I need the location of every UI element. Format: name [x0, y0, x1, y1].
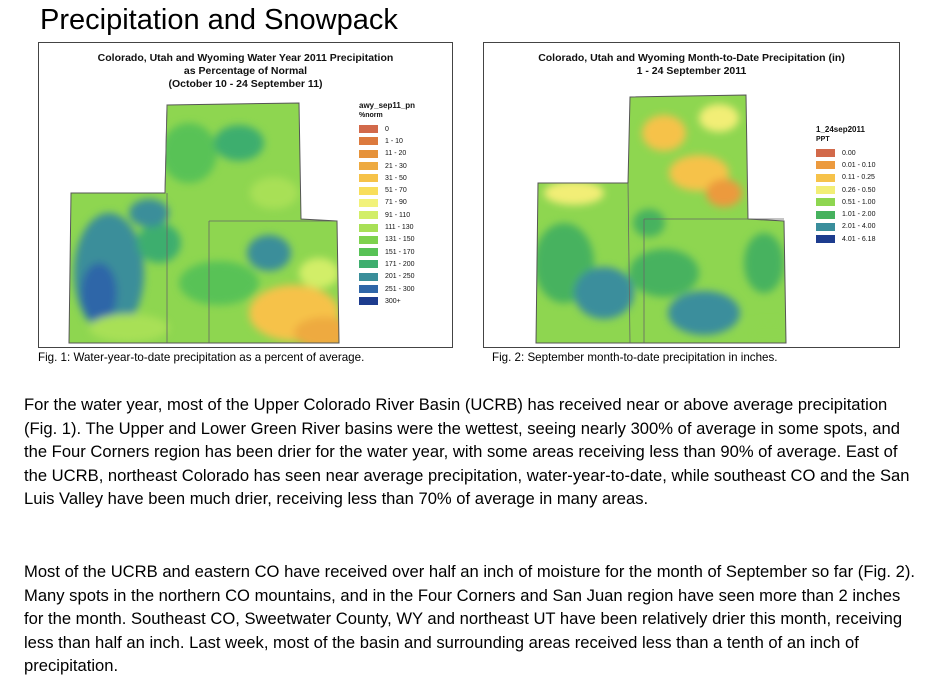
fig1-legend-entry: 111 - 130: [359, 221, 415, 233]
fig2-legend-entry: 1.01 - 2.00: [816, 208, 875, 220]
fig1-legend-label: 1 - 10: [385, 137, 403, 145]
fig2-legend: 1_24sep2011 PPT 0.00 0.01 - 0.10 0.11 - 0.…: [816, 125, 875, 245]
fig1-legend-label: 51 - 70: [385, 187, 407, 195]
slide-title: Precipitation and Snowpack: [40, 4, 398, 36]
paragraph-water-year: For the water year, most of the Upper Co…: [24, 395, 910, 508]
fig2-map-title: Colorado, Utah and Wyoming Month-to-Date…: [484, 52, 899, 78]
fig1-legend-entry: 300+: [359, 295, 415, 307]
fig2-map-panel: Colorado, Utah and Wyoming Month-to-Date…: [483, 42, 900, 348]
fig2-legend-label: 0.01 - 0.10: [842, 161, 876, 169]
fig2-title-line-2: 1 - 24 September 2011: [636, 65, 747, 77]
fig1-legend-entry: 31 - 50: [359, 172, 415, 184]
fig1-legend-label: 251 - 300: [385, 285, 415, 293]
fig1-legend-swatch: [359, 162, 378, 171]
fig1-legend-swatch: [359, 223, 378, 232]
fig2-legend-label: 0.11 - 0.25: [842, 174, 875, 182]
fig1-legend-swatch: [359, 285, 378, 293]
fig2-legend-label: 4.01 - 6.18: [842, 235, 876, 243]
fig2-legend-unit: PPT: [816, 136, 830, 143]
fig2-legend-swatch: [816, 186, 835, 195]
fig2-legend-entry: 0.00: [816, 147, 875, 159]
fig1-legend-swatch: [359, 211, 378, 220]
fig2-legend-swatch: [816, 210, 835, 219]
fig1-title-line-1: Colorado, Utah and Wyoming Water Year 20…: [97, 52, 394, 64]
fig1-legend-label: 31 - 50: [385, 174, 407, 182]
fig2-legend-title: 1_24sep2011: [816, 125, 865, 134]
fig1-legend-entry: 171 - 200: [359, 258, 415, 270]
fig1-legend-swatch: [359, 125, 378, 134]
fig1-legend-entry: 91 - 110: [359, 209, 415, 221]
fig1-legend-swatch: [359, 149, 378, 158]
fig2-legend-label: 2.01 - 4.00: [842, 223, 876, 231]
fig1-legend-unit: %norm: [359, 112, 383, 119]
fig1-legend-entry: 51 - 70: [359, 184, 415, 196]
fig1-legend-title: awy_sep11_pn: [359, 101, 416, 110]
fig1-title-line-2: as Percentage of Normal: [183, 65, 308, 77]
fig1-legend-swatch: [359, 174, 378, 183]
fig2-map-image: [535, 94, 787, 344]
fig1-map-panel: Colorado, Utah and Wyoming Water Year 20…: [38, 42, 453, 348]
fig1-legend-entry: 131 - 150: [359, 234, 415, 246]
fig2-legend-entry: 0.11 - 0.25: [816, 172, 875, 184]
fig1-legend-entry: 201 - 250: [359, 271, 415, 283]
fig2-legend-swatch: [816, 149, 835, 158]
fig1-legend-label: 151 - 170: [385, 248, 415, 256]
fig1-legend-entry: 151 - 170: [359, 246, 415, 258]
paragraph-september: Most of the UCRB and eastern CO have rec…: [24, 562, 915, 675]
fig1-legend-label: 11 - 20: [385, 150, 407, 158]
fig1-legend-entry: 1 - 10: [359, 135, 415, 147]
fig1-legend-label: 111 - 130: [385, 224, 414, 232]
fig2-legend-swatch: [816, 161, 835, 170]
fig1-legend-swatch: [359, 272, 378, 281]
fig1-legend-swatch: [359, 248, 378, 257]
fig1-legend-label: 171 - 200: [385, 260, 415, 268]
fig1-legend-label: 201 - 250: [385, 273, 415, 281]
fig1-legend-swatch: [359, 137, 378, 146]
fig1-caption: Fig. 1: Water-year-to-date precipitation…: [38, 351, 365, 364]
fig1-legend-entry: 251 - 300: [359, 283, 415, 295]
fig1-legend-label: 0: [385, 125, 389, 133]
fig2-legend-swatch: [816, 235, 835, 244]
fig2-legend-label: 1.01 - 2.00: [842, 211, 876, 219]
fig1-map-title: Colorado, Utah and Wyoming Water Year 20…: [39, 52, 452, 91]
fig1-legend-label: 71 - 90: [385, 199, 407, 207]
fig1-legend-swatch: [359, 297, 378, 306]
fig1-legend-label: 21 - 30: [385, 162, 407, 170]
fig1-legend-swatch: [359, 260, 378, 269]
fig1-map-image: [68, 102, 340, 344]
fig1-legend-label: 91 - 110: [385, 211, 411, 219]
fig1-legend-swatch: [359, 186, 378, 195]
fig1-legend-swatch: [359, 235, 378, 244]
fig1-legend: awy_sep11_pn %norm 0 1 - 10 11 - 20 21 - 30…: [359, 101, 415, 307]
fig2-caption: Fig. 2: September month-to-date precipit…: [492, 351, 778, 364]
fig2-legend-entry: 4.01 - 6.18: [816, 233, 875, 245]
fig1-legend-entry: 0: [359, 123, 415, 135]
fig1-legend-entry: 71 - 90: [359, 197, 415, 209]
fig2-title-line-1: Colorado, Utah and Wyoming Month-to-Date…: [538, 52, 845, 64]
fig1-legend-entry: 21 - 30: [359, 160, 415, 172]
fig2-legend-entry: 0.01 - 0.10: [816, 159, 875, 171]
fig2-legend-swatch: [816, 222, 835, 231]
fig1-legend-label: 131 - 150: [385, 236, 415, 244]
fig1-legend-label: 300+: [385, 297, 401, 305]
fig1-legend-swatch: [359, 198, 378, 207]
fig2-legend-entry: 2.01 - 4.00: [816, 221, 875, 233]
fig1-title-line-3: (October 10 - 24 September 11): [168, 78, 323, 90]
fig2-legend-swatch: [816, 198, 835, 207]
fig2-legend-label: 0.26 - 0.50: [842, 186, 876, 194]
fig1-legend-entry: 11 - 20: [359, 148, 415, 160]
fig2-legend-label: 0.00: [842, 149, 856, 157]
fig2-legend-label: 0.51 - 1.00: [842, 198, 876, 206]
fig2-legend-swatch: [816, 173, 835, 182]
fig2-legend-entry: 0.26 - 0.50: [816, 184, 875, 196]
fig2-legend-entry: 0.51 - 1.00: [816, 196, 875, 208]
